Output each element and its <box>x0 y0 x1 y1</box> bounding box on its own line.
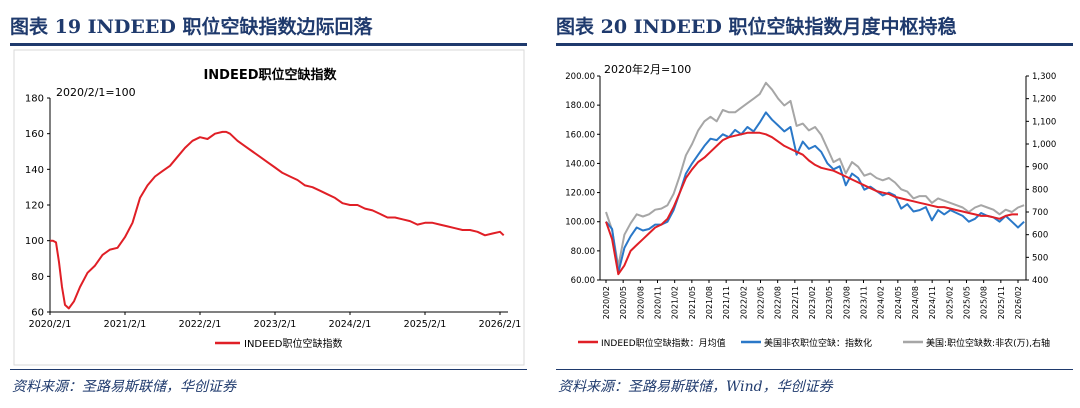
left-y-tick-label: 140 <box>25 165 44 176</box>
left-x-tick-label: 2022/2/1 <box>179 319 222 330</box>
left-y-tick-label: 80 <box>31 272 44 283</box>
right-series-nonfarm-index-line <box>605 111 1025 274</box>
left-chart-title: INDEED职位空缺指数 <box>203 67 337 83</box>
left-chart-annotation: 2020/2/1=100 <box>56 86 136 99</box>
left-y-tick-label: 100 <box>25 236 44 247</box>
left-y-tick-label: 160 <box>25 129 44 140</box>
left-y-tick-label: 180 <box>25 94 44 105</box>
right-figure-title: 图表 20 INDEED 职位空缺指数月度中枢持稳 <box>556 16 957 38</box>
right-y2-tick-label: 900 <box>1032 163 1048 173</box>
right-y2-tick-label: 600 <box>1032 231 1048 241</box>
right-y2-tick-label: 500 <box>1032 253 1048 263</box>
right-x-tick-label: 2023/11 <box>860 286 869 319</box>
right-x-tick-label: 2025/11 <box>997 286 1006 319</box>
right-x-tick-label: 2023/05 <box>825 286 834 319</box>
left-y-tick-label: 60 <box>31 308 44 319</box>
right-y-tick-label: 140.00 <box>565 159 595 169</box>
right-y2-tick-label: 1,300 <box>1032 72 1056 82</box>
right-x-tick-label: 2022/05 <box>757 286 766 319</box>
left-figure-title: 图表 19 INDEED 职位空缺指数边际回落 <box>10 16 373 38</box>
right-x-tick-label: 2024/11 <box>928 286 937 319</box>
right-y2-tick-label: 1,200 <box>1032 95 1056 105</box>
left-x-tick-label: 2025/2/1 <box>404 319 447 330</box>
left-title-rule <box>10 43 527 46</box>
right-x-tick-label: 2025/02 <box>945 286 954 319</box>
right-x-tick-label: 2020/05 <box>619 286 628 319</box>
right-source-note: 资料来源：圣路易斯联储，Wind，华创证券 <box>558 379 833 395</box>
right-x-tick-label: 2020/11 <box>654 286 663 319</box>
right-series-nonfarm-openings-line <box>605 81 1025 268</box>
right-x-tick-label: 2020/02 <box>602 286 611 319</box>
left-x-tick-label: 2021/2/1 <box>104 319 147 330</box>
right-x-tick-label: 2022/11 <box>791 286 800 319</box>
right-x-tick-label: 2025/05 <box>963 286 972 319</box>
right-y2-tick-label: 400 <box>1032 276 1048 286</box>
left-legend-label: INDEED职位空缺指数 <box>244 337 342 350</box>
left-x-tick-label: 2020/2/1 <box>29 319 72 330</box>
right-x-tick-label: 2021/02 <box>671 286 680 319</box>
right-y-tick-label: 100.00 <box>565 218 595 228</box>
right-source-rule <box>556 369 1073 370</box>
right-y2-tick-label: 800 <box>1032 185 1048 195</box>
left-chart-frame <box>13 49 525 366</box>
right-legend-label-gray: 美国:职位空缺数:非农(万),右轴 <box>926 337 1050 349</box>
right-x-tick-label: 2026/02 <box>1014 286 1023 319</box>
right-x-tick-label: 2022/02 <box>739 286 748 319</box>
right-y2-tick-label: 1,100 <box>1032 117 1056 127</box>
right-y-tick-label: 80.00 <box>571 247 595 257</box>
left-x-tick-label: 2023/2/1 <box>254 319 297 330</box>
right-x-tick-label: 2025/08 <box>980 286 989 319</box>
right-x-tick-label: 2024/02 <box>877 286 886 319</box>
right-y2-tick-label: 700 <box>1032 208 1048 218</box>
right-x-tick-label: 2024/05 <box>894 286 903 319</box>
left-source-note: 资料来源：圣路易斯联储，华创证券 <box>12 379 236 395</box>
right-series-indeed-avg-line <box>605 131 1018 276</box>
right-y-tick-label: 120.00 <box>565 189 595 199</box>
left-y-tick-label: 120 <box>25 201 44 212</box>
right-y-tick-label: 180.00 <box>565 101 595 111</box>
right-x-tick-label: 2024/08 <box>911 286 920 319</box>
right-title-rule <box>556 43 1073 46</box>
left-x-tick-label: 2026/2/1 <box>479 319 522 330</box>
right-y-tick-label: 160.00 <box>565 130 595 140</box>
left-source-rule <box>10 369 527 370</box>
right-y2-tick-label: 1,000 <box>1032 140 1056 150</box>
right-legend-label-red: INDEED职位空缺指数：月均值 <box>601 337 726 349</box>
right-x-tick-label: 2023/08 <box>842 286 851 319</box>
right-x-tick-label: 2021/05 <box>688 286 697 319</box>
right-x-tick-label: 2021/08 <box>705 286 714 319</box>
right-legend-label-blue: 美国非农职位空缺：指数化 <box>764 337 872 349</box>
right-x-tick-label: 2021/11 <box>722 286 731 319</box>
right-chart-annotation: 2020年2月=100 <box>604 62 691 76</box>
left-x-tick-label: 2024/2/1 <box>329 319 372 330</box>
left-series-indeed-line <box>50 130 505 310</box>
right-x-tick-label: 2020/08 <box>636 286 645 319</box>
right-x-tick-label: 2022/08 <box>774 286 783 319</box>
right-y-tick-label: 60.00 <box>571 276 595 286</box>
right-x-tick-label: 2023/02 <box>808 286 817 319</box>
right-y-tick-label: 200.00 <box>565 72 595 82</box>
